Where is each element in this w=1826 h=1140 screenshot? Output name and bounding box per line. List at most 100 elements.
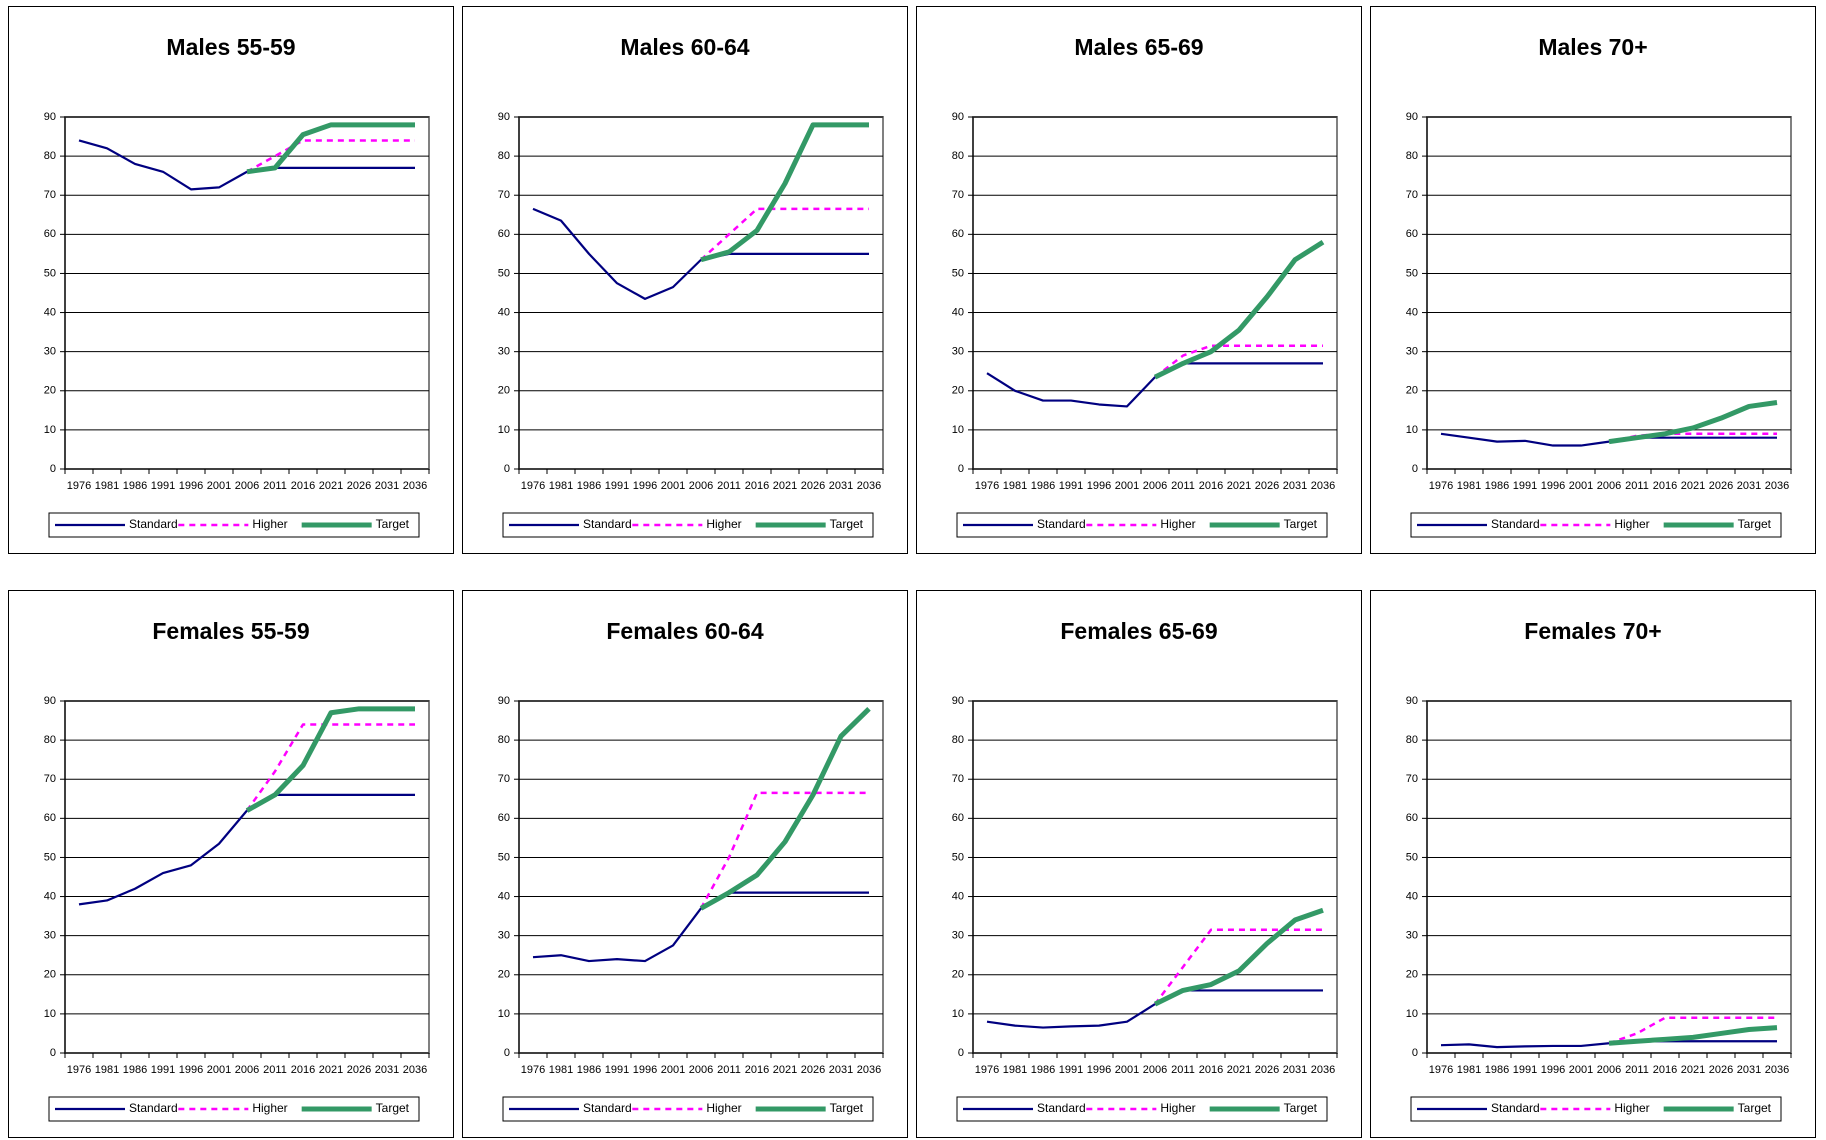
x-tick-label: 1986 [1031,480,1055,492]
legend-label: Standard [129,517,178,531]
legend-label: Target [1284,517,1318,531]
y-tick-label: 80 [952,150,964,162]
series-line [78,139,415,191]
x-tick-label: 2031 [829,480,853,492]
legend-label: Target [830,1101,864,1115]
y-tick-label: 10 [1406,424,1418,436]
y-tick-label: 20 [1406,969,1418,981]
y-tick-label: 60 [1406,812,1418,824]
x-tick-label: 2001 [207,480,231,492]
x-tick-label: 2031 [1283,480,1307,492]
y-tick-label: 10 [952,424,964,436]
y-tick-label: 0 [50,463,56,475]
x-tick-label: 2031 [375,480,399,492]
y-tick-label: 30 [1406,930,1418,942]
y-tick-label: 0 [504,1047,510,1059]
x-tick-label: 2001 [1115,1064,1139,1076]
y-tick-label: 80 [1406,150,1418,162]
y-tick-label: 10 [44,1008,56,1020]
x-tick-label: 2006 [689,1064,713,1076]
x-tick-label: 2026 [347,480,371,492]
y-tick-label: 40 [952,890,964,902]
legend-label: Target [376,1101,410,1115]
series-line [700,122,869,263]
legend-label: Higher [706,1101,741,1115]
y-tick-label: 30 [44,346,56,358]
chart-panel: Males 70+ 0 10 20 30 40 50 60 70 80 90 1976 1981 1986… [1370,6,1816,554]
x-tick-label: 2021 [319,1064,343,1076]
x-tick-label: 1991 [605,480,629,492]
y-tick-label: 60 [1406,228,1418,240]
x-tick-label: 2006 [235,480,259,492]
x-tick-label: 2016 [1199,1064,1223,1076]
legend-label: Standard [583,1101,632,1115]
legend-label: Target [830,517,864,531]
chart-panel: Females 55-59 0 10 20 30 40 50 60 70 80 90 1976 1981… [8,590,454,1138]
y-tick-label: 70 [1406,189,1418,201]
x-tick-label: 2016 [291,1064,315,1076]
x-tick-label: 2036 [857,1064,881,1076]
y-tick-label: 70 [498,773,510,785]
y-tick-label: 50 [44,267,56,279]
y-tick-label: 60 [952,228,964,240]
x-tick-label: 2036 [1311,1064,1335,1076]
y-tick-label: 30 [498,930,510,942]
x-tick-label: 1976 [67,1064,91,1076]
x-tick-label: 1986 [577,1064,601,1076]
legend-label: Higher [252,517,287,531]
x-tick-label: 2006 [1143,480,1167,492]
y-tick-label: 30 [44,930,56,942]
y-tick-label: 90 [1406,695,1418,707]
y-tick-label: 40 [498,890,510,902]
x-tick-label: 1976 [67,480,91,492]
x-tick-label: 1996 [179,480,203,492]
x-tick-label: 2011 [1625,1064,1649,1076]
x-tick-label: 2021 [1681,1064,1705,1076]
y-tick-label: 60 [44,812,56,824]
series-line [245,706,415,813]
x-tick-label: 1981 [95,1064,119,1076]
x-tick-label: 2006 [1597,480,1621,492]
y-tick-label: 40 [44,306,56,318]
x-tick-label: 1986 [1485,480,1509,492]
x-tick-label: 1981 [1003,480,1027,492]
y-tick-label: 10 [498,1008,510,1020]
chart-panel: Males 60-64 0 10 20 30 40 50 60 70 80 90 1976 1981 19… [462,6,908,554]
x-tick-label: 2036 [403,480,427,492]
y-tick-label: 20 [952,969,964,981]
chart-title: Males 60-64 [620,34,749,60]
x-tick-label: 2016 [745,1064,769,1076]
x-tick-label: 2021 [773,1064,797,1076]
y-tick-label: 70 [952,189,964,201]
x-tick-label: 2036 [1765,1064,1789,1076]
x-tick-label: 2026 [1709,1064,1733,1076]
x-tick-label: 2026 [347,1064,371,1076]
chart-title: Males 70+ [1538,34,1647,60]
y-tick-label: 0 [504,463,510,475]
x-tick-label: 2021 [773,480,797,492]
plot-area [972,116,1338,470]
series-line [1153,240,1325,380]
y-tick-label: 30 [1406,346,1418,358]
x-tick-label: 2011 [1171,480,1195,492]
series-line [532,207,869,300]
x-tick-label: 2016 [1199,480,1223,492]
y-tick-label: 90 [44,111,56,123]
chart-panel: Females 65-69 0 10 20 30 40 50 60 70 80 90 1976 1981… [916,590,1362,1138]
legend-label: Standard [1491,1101,1540,1115]
x-tick-label: 1986 [577,480,601,492]
y-tick-label: 90 [498,111,510,123]
chart-panel: Males 55-59 0 10 20 30 40 50 60 70 80 90 1976 1981 19… [8,6,454,554]
series-line [246,122,415,175]
x-tick-label: 2031 [1737,480,1761,492]
x-tick-label: 2006 [235,1064,259,1076]
y-tick-label: 20 [498,385,510,397]
series-line [986,362,1323,408]
x-tick-label: 1986 [1485,1064,1509,1076]
chart-panel: Females 60-64 0 10 20 30 40 50 60 70 80 90 1976 1981… [462,590,908,1138]
legend-label: Standard [129,1101,178,1115]
x-tick-label: 2036 [1765,480,1789,492]
x-tick-label: 1986 [123,480,147,492]
x-tick-label: 1991 [605,1064,629,1076]
y-tick-label: 50 [952,851,964,863]
